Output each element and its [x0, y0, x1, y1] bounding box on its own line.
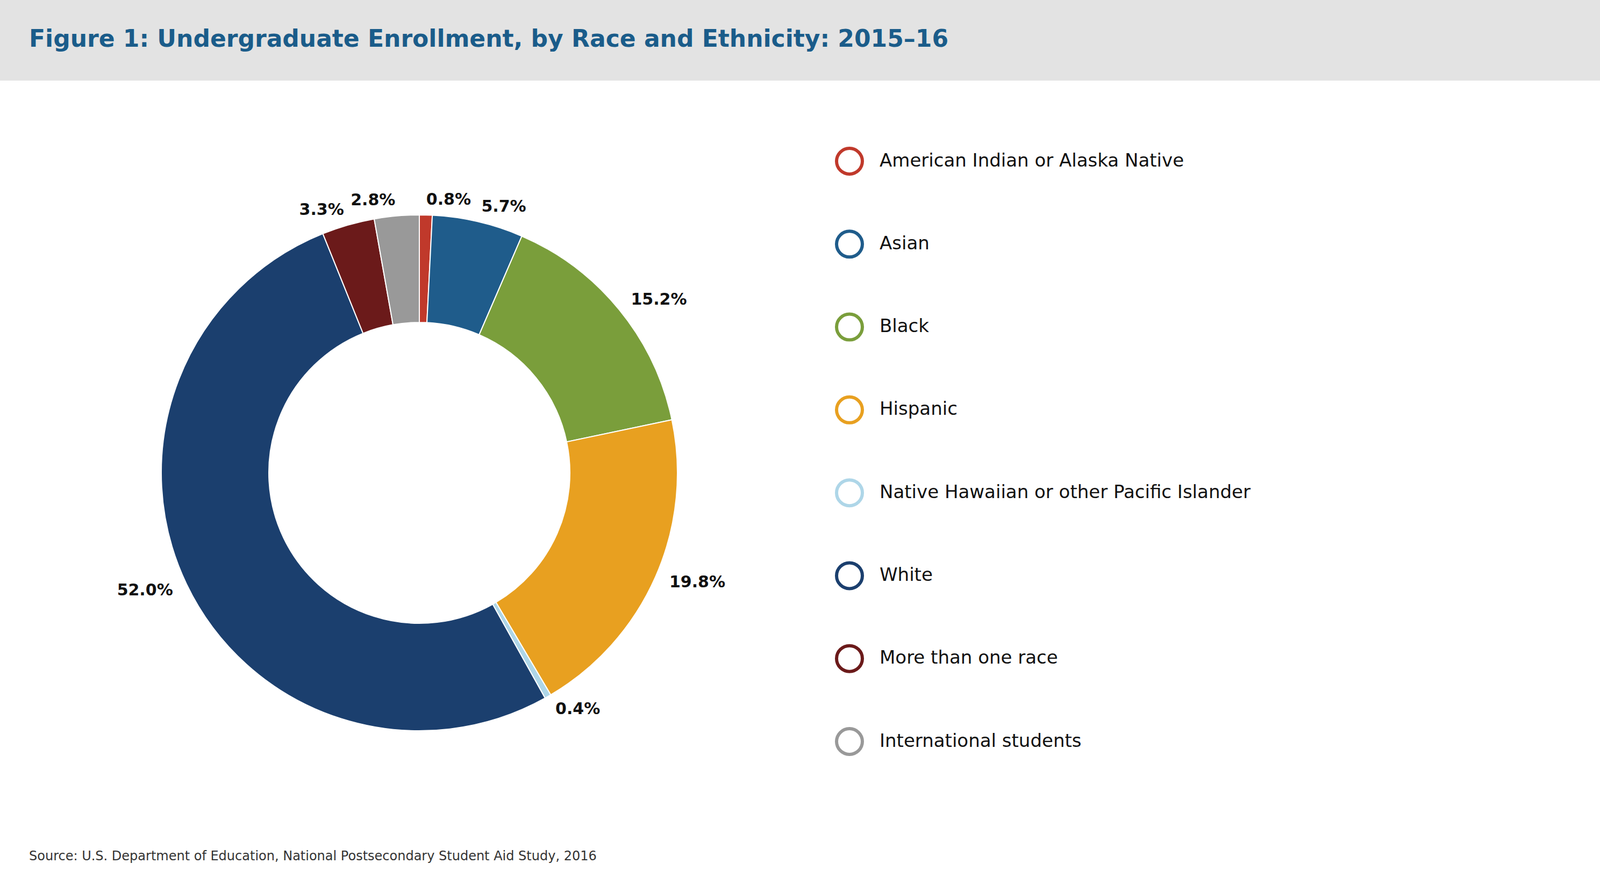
chart-svg: Figure 1: Undergraduate Enrollment, by R… — [0, 0, 1600, 878]
data-label: 5.7% — [481, 196, 526, 216]
data-label: 0.8% — [426, 189, 471, 209]
data-label: 3.3% — [299, 200, 345, 219]
title-banner — [0, 0, 1600, 81]
data-labels: 0.8% 5.7% 15.2% 19.8% 0.4% 52.0% 3.3% 2.8% — [117, 189, 726, 719]
title: Figure 1: Undergraduate Enrollment, by R… — [29, 24, 949, 53]
legend-marker — [836, 231, 863, 257]
data-label: 19.8% — [669, 572, 726, 592]
legend-label: Native Hawaiian or other Pacific Islande… — [879, 481, 1251, 503]
donut-slice — [479, 236, 673, 442]
legend-marker — [836, 729, 863, 755]
data-label: 52.0% — [117, 580, 174, 600]
data-label: 0.4% — [555, 699, 600, 719]
chart-root: Figure 1: Undergraduate Enrollment, by R… — [0, 0, 1600, 878]
legend-label: International students — [879, 730, 1082, 752]
legend-marker — [836, 148, 863, 175]
legend-marker — [836, 562, 863, 589]
legend: American Indian or Alaska Native Asian Bla… — [836, 148, 1251, 755]
legend-label: More than one race — [879, 646, 1059, 669]
legend-marker — [836, 646, 863, 673]
legend-label: American Indian or Alaska Native — [879, 149, 1184, 171]
donut — [161, 215, 678, 732]
legend-label: Black — [879, 315, 930, 337]
legend-marker — [836, 480, 863, 506]
data-label: 15.2% — [630, 289, 687, 309]
legend-label: Hispanic — [879, 397, 958, 420]
donut-slice — [374, 215, 420, 325]
source-note: Source: U.S. Department of Education, Na… — [29, 848, 597, 864]
legend-label: White — [879, 563, 933, 586]
legend-label: Asian — [879, 232, 930, 254]
legend-marker — [836, 314, 863, 341]
data-label: 2.8% — [350, 190, 396, 210]
legend-marker — [836, 397, 863, 424]
